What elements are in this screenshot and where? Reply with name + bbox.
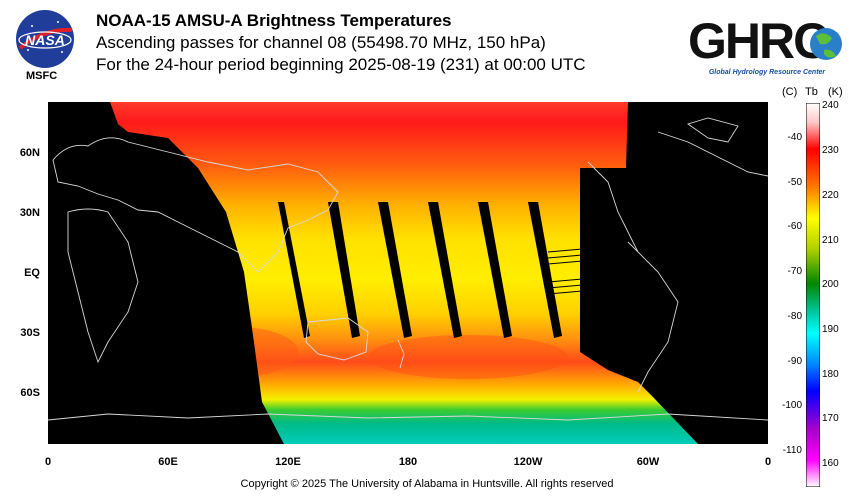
colorbar-celsius-tick: -60	[787, 221, 802, 232]
colorbar-celsius-tick: -80	[787, 311, 802, 322]
brightness-temperature-map	[48, 102, 768, 444]
colorbar-kelvin-tick: 200	[822, 279, 839, 290]
colorbar-celsius-tick: -90	[787, 356, 802, 367]
colorbar-kelvin-tick: 170	[822, 413, 839, 424]
chart-title: NOAA-15 AMSU-A Brightness Temperatures	[96, 11, 452, 30]
colorbar-kelvin-tick: 190	[822, 324, 839, 335]
colorbar-celsius-tick: -40	[787, 132, 802, 143]
colorbar-celsius-tick: -100	[781, 400, 802, 411]
msfc-label: MSFC	[26, 70, 58, 82]
lat-label-60s: 60S	[20, 387, 40, 399]
orbit-gaps	[278, 202, 562, 338]
colorbar-kelvin-tick: 240	[822, 100, 839, 111]
colorbar-celsius-tick: -50	[787, 177, 802, 188]
title-block: NOAA-15 AMSU-A Brightness Temperatures A…	[96, 10, 586, 76]
lat-label-30s: 30S	[20, 327, 40, 339]
lon-label-180: 180	[398, 456, 418, 468]
lat-label-30n: 30N	[19, 207, 40, 219]
ghrc-logo-subtext: Global Hydrology Resource Center	[709, 69, 827, 76]
colorbar-kelvin-tick: 210	[822, 235, 839, 246]
lon-label-60w: 60W	[636, 456, 660, 468]
colorbar	[806, 103, 820, 487]
colorbar-kelvin-tick: 220	[822, 190, 839, 201]
colorbar-kelvin-tick: 180	[822, 369, 839, 380]
chart-period: For the 24-hour period beginning 2025-08…	[96, 55, 586, 74]
ghrc-logo-text: GHRC	[688, 13, 828, 69]
lat-label-eq: EQ	[24, 267, 40, 279]
colorbar-header-kelvin: (K)	[828, 86, 843, 98]
continent-outlines	[48, 117, 768, 421]
nasa-logo-text: NASA	[25, 32, 65, 48]
lon-label-0: 0	[44, 456, 52, 468]
colorbar-celsius-tick: -70	[787, 266, 802, 277]
colorbar-header-tb: Tb	[805, 86, 818, 98]
lon-label-60e: 60E	[158, 456, 178, 468]
colorbar-header-celsius: (C)	[782, 86, 798, 98]
scan-artifacts	[547, 247, 595, 295]
colorbar-kelvin-tick: 230	[822, 145, 839, 156]
lat-label-60n: 60N	[19, 147, 40, 159]
lon-label-0-right: 0	[764, 456, 772, 468]
lon-label-120e: 120E	[275, 456, 301, 468]
lon-label-120w: 120W	[513, 456, 543, 468]
colorbar-celsius-tick: -110	[782, 445, 802, 456]
colorbar-kelvin-tick: 160	[822, 458, 839, 469]
chart-subtitle: Ascending passes for channel 08 (55498.7…	[96, 33, 546, 52]
ghrc-logo: GHRC Global Hydrology Resource Center	[688, 13, 842, 76]
copyright-notice: Copyright © 2025 The University of Alaba…	[240, 478, 614, 490]
nasa-logo: NASA	[16, 10, 74, 68]
